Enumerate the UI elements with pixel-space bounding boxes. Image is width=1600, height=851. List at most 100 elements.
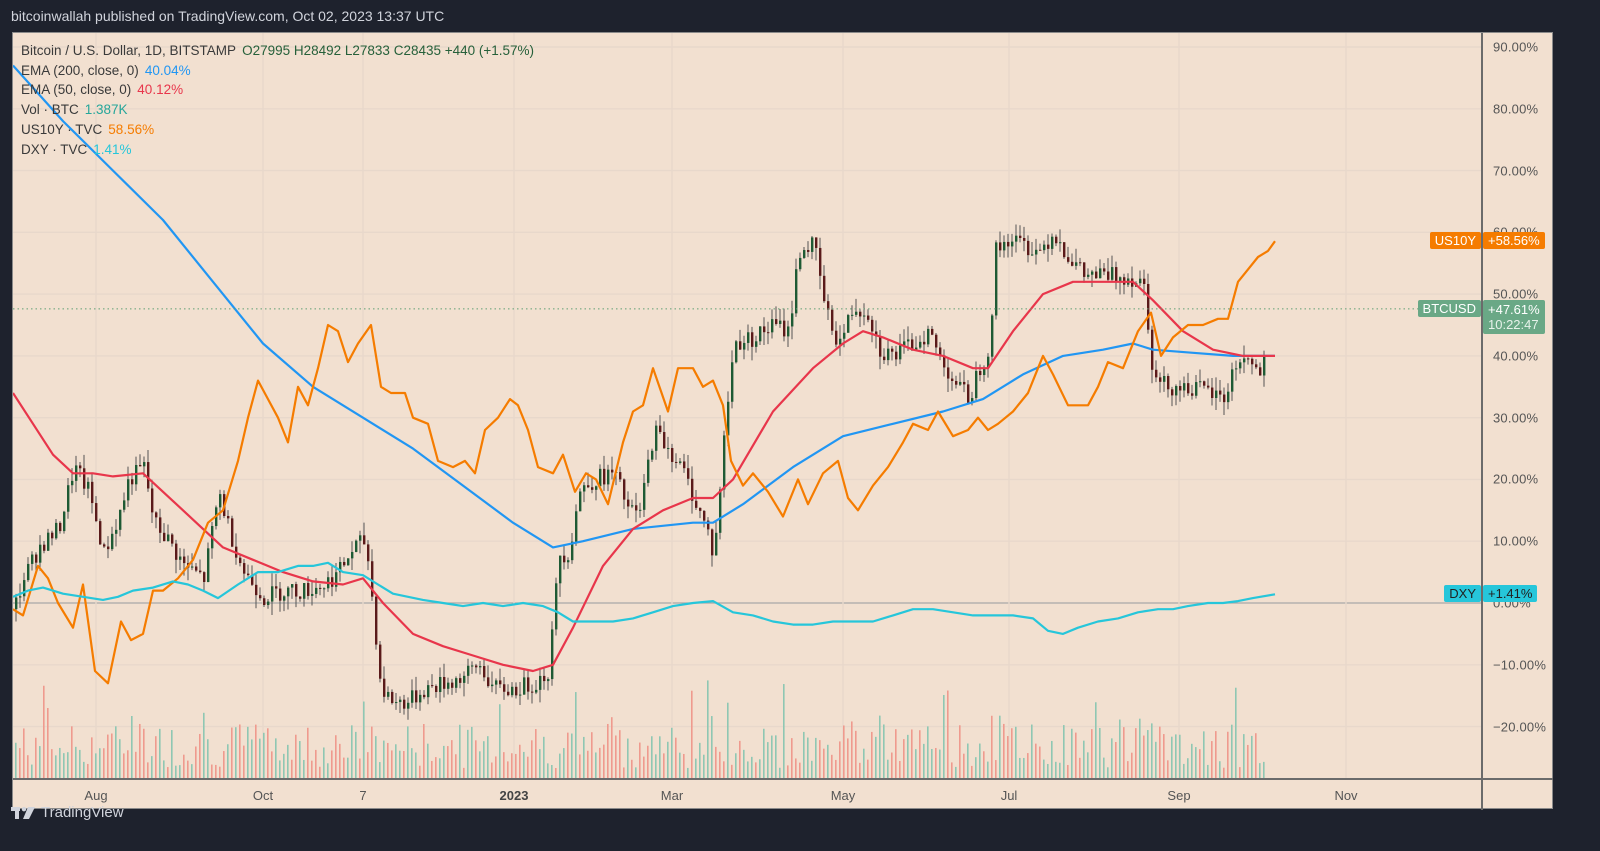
volume-bar [323,747,325,778]
volume-bar [119,739,121,778]
volume-bar [1183,763,1185,778]
legend-dxy[interactable]: DXY · TVC 1.41% [21,140,534,160]
candle-body [627,499,630,507]
volume-bar [231,727,233,778]
volume-bar [651,736,653,778]
candle-body [719,489,722,533]
volume-bar [499,704,501,778]
volume-bar [679,752,681,778]
candle-body [319,587,322,589]
chart-canvas[interactable] [13,33,1481,778]
volume-bar [691,690,693,778]
footer-brand[interactable]: TradingView [11,804,124,821]
candle-body [439,677,442,693]
volume-bar [1027,753,1029,778]
candle-body [379,644,382,679]
candle-body [31,554,34,564]
candle-body [991,315,994,357]
candle-body [51,532,54,539]
volume-bar [303,759,305,778]
series-line-ema-50[interactable] [13,280,1275,673]
legend-ema50[interactable]: EMA (50, close, 0) 40.12% [21,80,534,100]
volume-bar [631,759,633,778]
volume-bar [67,752,69,778]
candle-body [95,503,98,522]
legend-volume[interactable]: Vol · BTC 1.387K [21,100,534,120]
candle-body [479,666,482,668]
candle-body [171,534,174,544]
legend-ema200[interactable]: EMA (200, close, 0) 40.04% [21,61,534,81]
candle-body [1219,390,1222,395]
candle-body [783,320,786,337]
time-axis[interactable]: Aug Oct 7 2023 Mar May Jul Sep Nov [13,778,1481,809]
candle-body [855,311,858,315]
y-tick-label: 90.00% [1493,39,1539,55]
price-axis[interactable]: −20.00% −10.00% 0.00% 10.00% 20.00% 30.00% 40.… [1481,33,1553,810]
volume-bar [855,730,857,778]
volume-bar [343,757,345,778]
volume-bar [1055,761,1057,778]
series-line-ema-200[interactable] [13,64,1275,549]
candle-body [107,546,110,550]
candle-body [983,367,986,376]
volume-bar [435,757,437,778]
candle-body [287,587,290,597]
candle-body [191,566,194,568]
volume-bar [531,740,533,778]
candle-body [939,347,942,356]
candle-body [515,686,518,696]
volume-bar [791,738,793,778]
series-line-us10y[interactable] [13,240,1276,685]
candle-body [1247,358,1250,360]
legend-symbol-row[interactable]: Bitcoin / U.S. Dollar, 1D, BITSTAMP O2799… [21,41,534,61]
volume-bar [111,733,113,778]
volume-bar [971,765,973,778]
series-line-dxy[interactable] [13,561,1276,636]
candle-body [647,459,650,483]
volume-bar [1015,726,1017,778]
volume-bar [503,752,505,778]
candle-body [587,485,590,488]
volume-bar [575,692,577,778]
candle-body [63,511,66,532]
volume-bar [55,755,57,778]
volume-bar [347,757,349,778]
candle-body [175,543,178,560]
y-tick-label: 10.00% [1493,533,1539,549]
volume-bar [1195,747,1197,778]
volume-bar [63,753,65,778]
volume-bar [815,737,817,778]
indicator-value: 40.12% [137,82,184,98]
volume-bar [627,738,629,778]
candle-body [763,326,766,333]
volume-bar [755,762,757,778]
volume-bar [715,746,717,778]
x-tick-label: Nov [1334,788,1358,803]
volume-bar [1239,767,1241,778]
volume-bar [1199,749,1201,778]
candle-body [295,584,298,597]
volume-bar [95,753,97,778]
candle-body [387,691,390,697]
volume-bar [1095,702,1097,778]
volume-bar [183,754,185,778]
volume-bar [955,766,957,778]
candle-body [1019,235,1022,238]
chart-frame: Bitcoin / U.S. Dollar, 1D, BITSTAMP O2799… [12,32,1553,810]
volume-bar [1007,736,1009,778]
candle-body [247,573,250,576]
volume-bar [527,756,529,778]
candle-body [1003,241,1006,251]
legend-us10y[interactable]: US10Y · TVC 58.56% [21,120,534,140]
x-tick-label: Aug [84,788,108,803]
volume-bar [1107,767,1109,778]
volume-bar [883,724,885,778]
volume-bar [115,726,117,778]
volume-bar [619,730,621,778]
candle-body [1231,369,1234,392]
candle-body [99,521,102,545]
candle-body [555,583,558,630]
candle-body [887,348,890,361]
candle-body [275,586,278,589]
plot-area[interactable]: Bitcoin / U.S. Dollar, 1D, BITSTAMP O2799… [13,33,1481,778]
